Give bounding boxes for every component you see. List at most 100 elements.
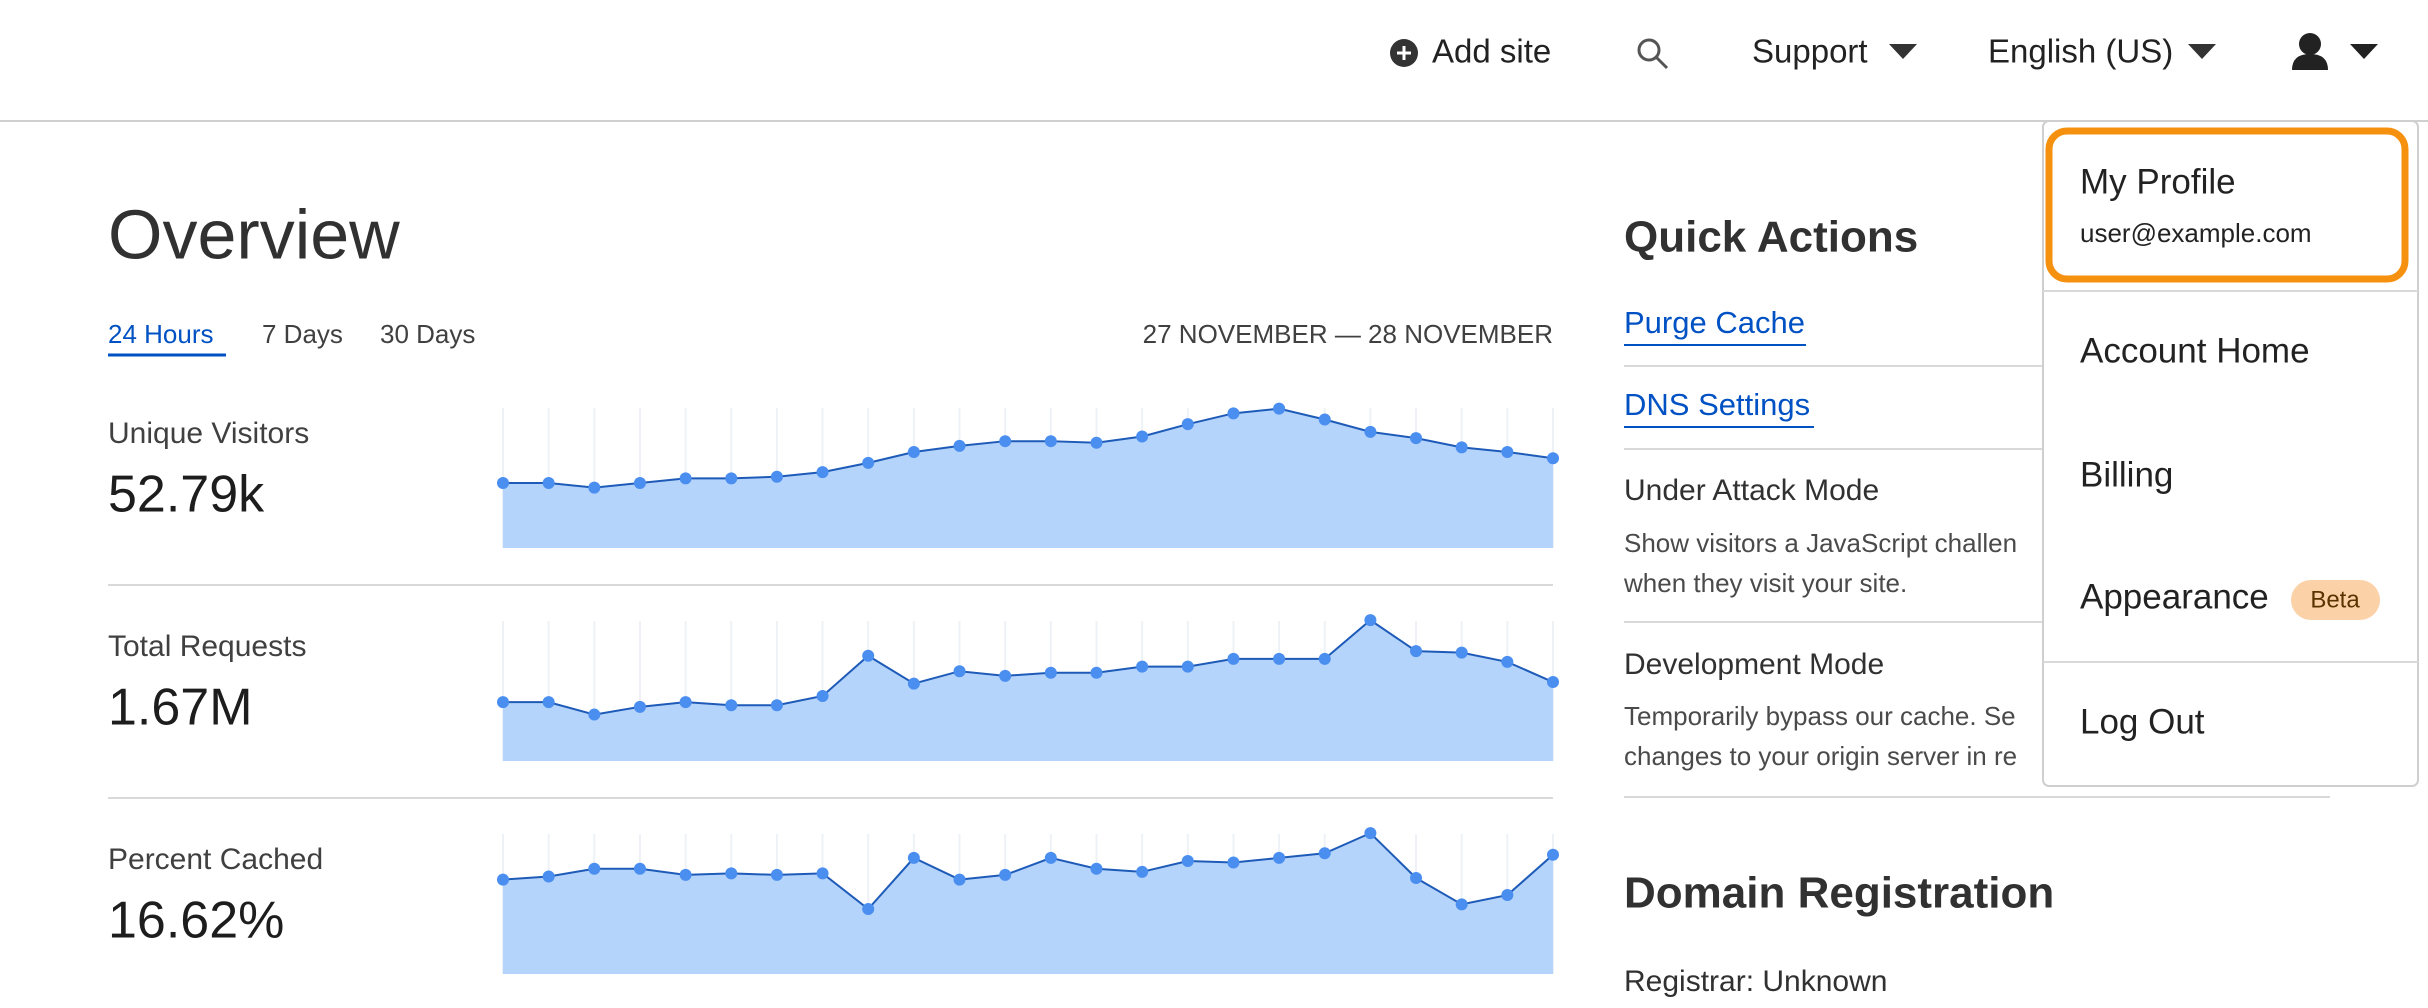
sparkline-area <box>503 620 1553 761</box>
caret <box>2350 44 2378 59</box>
sparkline-point <box>999 435 1012 448</box>
sparkline-point <box>497 696 509 709</box>
sparkline-point <box>1181 418 1194 431</box>
tab[interactable]: 7 Days <box>262 319 343 349</box>
purge-cache-link[interactable]: Purge Cache <box>1624 305 1805 340</box>
sparkline-point <box>1090 666 1103 679</box>
appearance[interactable]: Appearance <box>2080 577 2269 616</box>
domain-registration-title: Domain Registration <box>1624 869 2054 918</box>
metric-label: Unique Visitors <box>108 417 309 450</box>
sparkline-point <box>588 862 601 875</box>
tab[interactable]: 30 Days <box>380 319 475 349</box>
plus-icon-glyph <box>1397 46 1411 60</box>
overview-title: Overview <box>108 195 400 273</box>
sparkline-point <box>633 476 646 489</box>
sparkline-line <box>502 831 1554 911</box>
add-site-button[interactable]: Add site <box>1390 33 1551 70</box>
tab-active[interactable]: 24 Hours <box>108 319 214 349</box>
user-icon-body <box>2292 54 2328 70</box>
sparkline-point <box>953 439 966 452</box>
sparkline-point <box>1501 446 1514 459</box>
sparkline-point <box>1181 854 1194 867</box>
my-profile[interactable]: My Profile <box>2080 162 2236 201</box>
add-site[interactable]: Add site <box>1432 33 1551 70</box>
sparkline-point <box>1455 646 1468 659</box>
sparkline-point <box>1501 655 1514 668</box>
sparkline-point <box>1410 645 1423 658</box>
beta-badge <box>2291 580 2380 620</box>
sparkline-point <box>1318 413 1331 426</box>
sparkline-point <box>862 649 875 662</box>
account-home[interactable]: Account Home <box>2080 331 2310 370</box>
sparkline-area <box>503 408 1553 548</box>
sparkline-point <box>770 699 783 712</box>
sparkline-point <box>1410 872 1423 885</box>
user-dropdown: My Profile user@example.com Account Home… <box>2042 120 2419 787</box>
header <box>0 0 2428 121</box>
action-desc: Temporarily bypass our cache. Se <box>1624 701 2016 731</box>
metric-label: Percent Cached <box>108 843 323 876</box>
billing[interactable]: Billing <box>2080 455 2173 494</box>
action-desc: when they visit your site. <box>1623 568 1907 598</box>
sparkline-point <box>497 476 509 489</box>
sparkline-point <box>542 870 555 883</box>
user-menu-button[interactable] <box>2292 33 2378 70</box>
log-out[interactable]: Log Out <box>2080 702 2205 741</box>
focus-highlight <box>2045 127 2409 283</box>
dns-settings-link[interactable]: DNS Settings <box>1624 387 1810 422</box>
sparkline-line <box>503 407 1554 489</box>
sparkline-point <box>907 446 920 459</box>
sparkline-point <box>1136 660 1149 673</box>
sparkline-point <box>1547 676 1559 689</box>
sparkline-point <box>816 689 829 702</box>
sparkline-point <box>1273 851 1286 864</box>
quick-actions-title: Quick Actions <box>1624 213 1918 262</box>
sparkline-point <box>770 470 783 483</box>
sparkline-line <box>503 618 1554 716</box>
action-desc: Show visitors a JavaScript challen <box>1624 528 2017 558</box>
search-button[interactable] <box>1637 38 1669 70</box>
beta-badge-text: Beta <box>2310 586 2360 613</box>
sparkline-point <box>953 873 966 886</box>
sparkline-point <box>999 669 1012 682</box>
sparkline-point <box>1547 848 1559 861</box>
sparkline-point <box>542 476 555 489</box>
sparkline-point <box>1318 652 1331 665</box>
sparkline-point <box>1273 402 1286 415</box>
sparkline-point <box>497 873 509 886</box>
sparkline-point <box>679 868 692 881</box>
support-menu[interactable]: Support <box>1752 33 1868 70</box>
sparkline-point <box>588 708 601 721</box>
sparkline-point <box>725 867 738 880</box>
metric-value: 16.62% <box>108 892 284 950</box>
sparkline-point <box>679 472 692 485</box>
sparkline-point <box>1364 425 1377 438</box>
language-menu[interactable]: English (US) <box>1988 33 2173 70</box>
sparkline-point <box>907 677 920 690</box>
sparkline-point <box>679 696 692 709</box>
sparkline-point <box>542 696 555 709</box>
sparkline-point <box>725 472 738 485</box>
sparkline-point <box>907 851 920 864</box>
sparkline-point <box>953 665 966 678</box>
metrics: Unique Visitors 52.79k Total Requests 1.67M… <box>108 402 1559 974</box>
sparkline-point <box>1547 452 1559 465</box>
sparkline-point <box>1227 652 1240 665</box>
search-icon-handle <box>1654 55 1669 70</box>
sparkline-point <box>1090 862 1103 875</box>
sparkline-point <box>633 700 646 713</box>
caret <box>2188 44 2216 59</box>
metric-label: Total Requests <box>108 630 306 663</box>
sparkline-point <box>1455 898 1468 911</box>
sparkline-point <box>725 699 738 712</box>
sparkline-point <box>1227 856 1240 869</box>
sparkline-point <box>1318 847 1331 860</box>
sparkline-point <box>1044 435 1057 448</box>
date-range: 27 NOVEMBER — 28 NOVEMBER <box>1143 319 1553 349</box>
metric-value: 1.67M <box>108 679 253 737</box>
sparkline-point <box>1364 827 1377 840</box>
sparkline-area <box>503 833 1553 974</box>
caret <box>1889 44 1917 59</box>
search-icon <box>1637 38 1661 62</box>
